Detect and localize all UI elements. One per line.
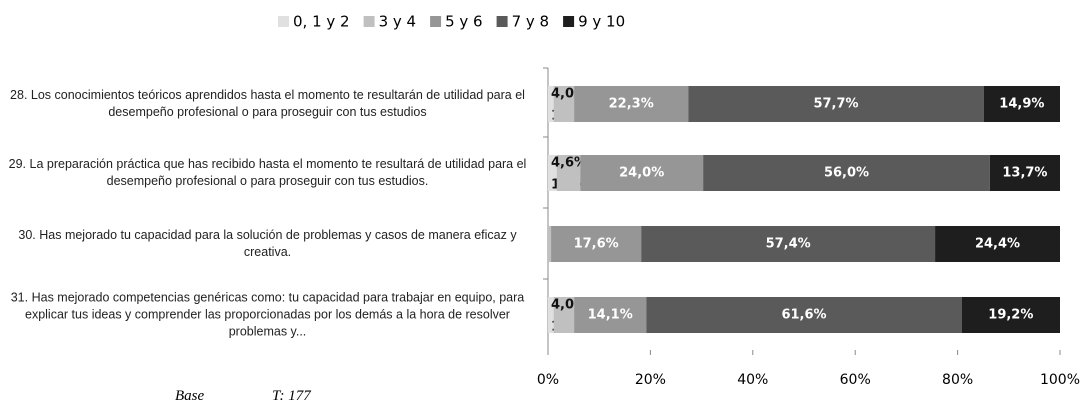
bar-segment: [548, 155, 557, 191]
x-tick-label: 80%: [942, 372, 973, 388]
data-label: 24,4%: [975, 237, 1020, 252]
legend-label: 7 y 8: [512, 13, 550, 31]
legend-swatch: [363, 16, 375, 27]
legend-swatch: [563, 16, 575, 27]
data-label: 13,7%: [1002, 166, 1047, 181]
category-label: 31. Has mejorado competencias genéricas …: [10, 290, 525, 339]
category-label: 29. La preparación práctica que has reci…: [8, 157, 527, 188]
data-label: 14,9%: [999, 97, 1044, 112]
bar-segment: [703, 155, 990, 191]
bar-segment: [574, 297, 647, 333]
category-label: 28. Los conocimientos teóricos aprendido…: [10, 88, 525, 119]
x-tick-label: 0%: [537, 372, 559, 388]
bar-segment: [646, 297, 962, 333]
data-label: 14,1%: [588, 308, 633, 323]
bar-segment: [551, 226, 642, 262]
bar-segment: [548, 226, 552, 262]
bar-segment: [556, 155, 581, 191]
bar-segment: [935, 226, 1060, 262]
bar-segment: [553, 297, 575, 333]
x-tick-label: 60%: [840, 372, 871, 388]
legend-swatch: [430, 16, 442, 27]
x-tick-label: 100%: [1040, 372, 1080, 388]
legend-label: 3 y 4: [379, 13, 417, 31]
bar-segment: [641, 226, 936, 262]
footnote: Base: [175, 388, 205, 404]
legend-swatch: [496, 16, 508, 27]
data-label: 22,3%: [609, 97, 654, 112]
bar-segment: [688, 86, 984, 122]
legend-label: 9 y 10: [578, 13, 625, 31]
bar-segment: [989, 155, 1060, 191]
x-tick-label: 20%: [635, 372, 666, 388]
legend-label: 5 y 6: [445, 13, 483, 31]
data-label: 57,7%: [813, 97, 858, 112]
x-tick-label: 40%: [737, 372, 768, 388]
data-label: 61,6%: [781, 308, 826, 323]
data-label: 24,0%: [619, 166, 664, 181]
bar-segment: [548, 86, 554, 122]
data-label: 56,0%: [824, 166, 869, 181]
data-label: 57,4%: [766, 237, 811, 252]
bar-segment: [548, 297, 554, 333]
legend-swatch: [278, 16, 289, 27]
data-label: 4,6%: [551, 156, 587, 171]
bar-segment: [983, 86, 1060, 122]
bar-segment: [961, 297, 1060, 333]
footnote: T: 177: [272, 388, 311, 404]
data-label: 19,2%: [988, 308, 1033, 323]
legend-label: 0, 1 y 2: [293, 13, 350, 31]
bar-segment: [574, 86, 689, 122]
category-label: 30. Has mejorado tu capacidad para la so…: [18, 228, 517, 259]
data-label: 17,6%: [574, 237, 619, 252]
bar-segment: [553, 86, 575, 122]
bar-segment: [580, 155, 704, 191]
